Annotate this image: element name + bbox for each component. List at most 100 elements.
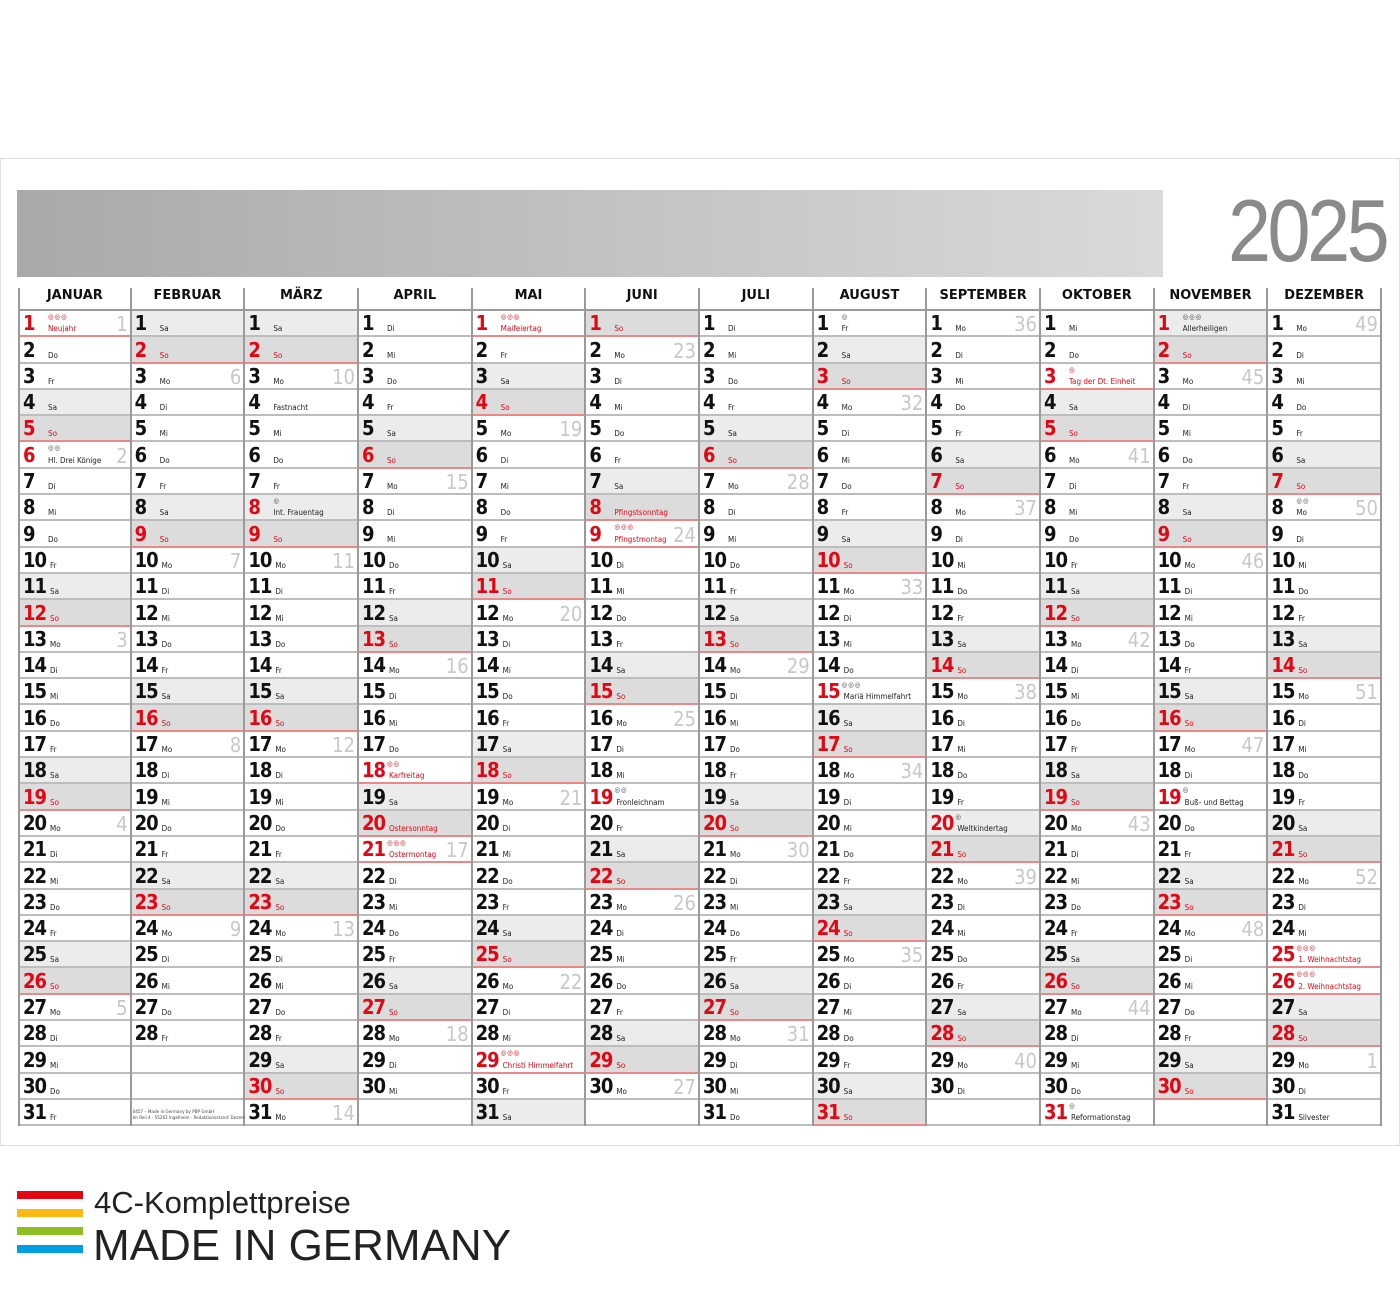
day-number: 17 <box>1043 732 1068 757</box>
holiday-region-icons: ◎◎◎ <box>48 313 68 321</box>
day-number: 5 <box>475 416 488 441</box>
weekday-label: Mo <box>616 1086 627 1096</box>
day-cell: 21 Sa <box>586 836 698 864</box>
weekday-label: So <box>616 1060 626 1070</box>
day-number: 6 <box>1271 442 1283 467</box>
day-cell: 3 Mi <box>1268 363 1380 390</box>
week-number: 52 <box>1355 864 1378 889</box>
day-cell: 1 Neujahr ◎◎◎ 1 <box>20 311 130 338</box>
weekday-label: Sa <box>1068 403 1078 413</box>
day-cell: 27 So <box>358 994 471 1022</box>
month-column: DEZEMBER 1 Mo 49 2 Di 3 Mi 4 Do 5 Fr 6 Sa 7 So 8 Mo ◎◎ 50 9 D… <box>1268 288 1382 1127</box>
weekday-label: Fr <box>500 350 508 360</box>
day-number: 4 <box>134 390 147 415</box>
day-cell: 7 Fr <box>131 468 244 496</box>
day-number: 26 <box>816 968 841 993</box>
weekday-label: So <box>843 745 853 755</box>
weekday-label: So <box>48 429 57 439</box>
month-name: FEBRUAR <box>153 288 222 303</box>
day-cell: 14 Di <box>1040 652 1153 680</box>
day-number: 14 <box>1157 653 1182 678</box>
day-cell: 25 1. Weihnachtstag ◎◎◎ <box>1268 942 1380 969</box>
day-cell: 14 So <box>927 652 1039 680</box>
weekday-label: Mo <box>843 955 855 965</box>
day-number: 7 <box>930 469 942 494</box>
weekday-label: So <box>502 587 512 597</box>
weekday-label: Sa <box>1298 823 1308 833</box>
day-cell: 22 Sa <box>1154 863 1267 890</box>
weekday-label: Do <box>614 429 625 439</box>
day-number: 13 <box>134 626 159 651</box>
day-number: 8 <box>589 495 601 520</box>
day-number: 9 <box>702 521 715 546</box>
weekday-label: Sa <box>48 403 57 413</box>
holiday-region-icons: ◎◎◎ <box>1296 970 1316 979</box>
day-number: 26 <box>475 968 500 993</box>
day-cell: 1 Sa <box>131 311 244 338</box>
week-number: 7 <box>229 548 242 573</box>
holiday-name: 1. Weihnachtstag <box>1298 955 1361 965</box>
weekday-label: So <box>1070 797 1080 807</box>
day-cell: 14 Mo 29 <box>699 652 812 680</box>
day-number: 7 <box>1271 469 1283 494</box>
day-cell: 20 Mo 4 <box>20 810 130 837</box>
weekday-label: Do <box>841 482 852 492</box>
weekday-label: Sa <box>500 376 510 386</box>
weekday-label: Mi <box>843 639 852 649</box>
weekday-label: Fr <box>500 534 508 544</box>
day-cell: 11 Fr <box>699 573 812 601</box>
day-cell: 21 So <box>927 836 1039 864</box>
day-cell: 24 Fr <box>1040 915 1153 943</box>
week-number: 40 <box>1014 1048 1037 1073</box>
day-cell: 25 Di <box>1154 942 1267 969</box>
day-number: 1 <box>589 311 601 336</box>
day-number: 5 <box>248 416 260 441</box>
day-cell: 15 Di <box>358 679 471 706</box>
day-cell: 24 Mo 9 <box>131 915 244 943</box>
day-cell: 12 Fr <box>927 600 1039 627</box>
weekday-label: So <box>727 455 737 465</box>
day-cell: 16 So <box>245 705 357 732</box>
day-cell: 21 Ostermontag ◎◎◎ 17 <box>358 836 471 864</box>
day-number: 12 <box>134 600 159 625</box>
day-number: 28 <box>134 1021 159 1046</box>
day-cell: 26 2. Weihnachtstag ◎◎◎ <box>1268 968 1380 995</box>
day-cell: 18 Sa <box>1040 758 1153 785</box>
day-cell: 11 Mo 33 <box>813 573 926 601</box>
day-cell: 9 Di <box>927 521 1039 548</box>
day-cell: 19 Mo 21 <box>472 784 585 811</box>
day-cell: 2 Fr <box>472 337 585 364</box>
weekday-label: Di <box>50 850 58 860</box>
day-cell: 31 Mo 14 <box>245 1099 357 1127</box>
week-number: 41 <box>1127 443 1151 468</box>
day-number: 4 <box>1271 390 1283 415</box>
day-cell: 3 Do <box>699 363 812 390</box>
day-number: 30 <box>248 1073 272 1098</box>
day-number: 22 <box>1157 863 1182 888</box>
weekday-label: Mo <box>957 876 968 886</box>
day-number: 14 <box>475 653 500 678</box>
day-number: 8 <box>930 495 942 520</box>
day-cell: 26 Mi <box>1154 968 1267 995</box>
day-cell: 7 Mo 28 <box>699 468 812 496</box>
year-title: 2025 <box>1228 181 1390 280</box>
day-number: 23 <box>1043 889 1068 914</box>
day-number: 26 <box>589 968 613 993</box>
week-number: 3 <box>116 627 128 652</box>
weekday-label: Di <box>50 1034 58 1044</box>
day-cell: 6 Hl. Drei Könige ◎◎ 2 <box>20 442 130 469</box>
day-number: 1 <box>134 311 147 336</box>
day-cell: 28 Di <box>1040 1021 1153 1048</box>
weekday-label: Do <box>729 745 740 755</box>
day-cell: 30 Do <box>20 1073 130 1100</box>
month-column: SEPTEMBER 1 Mo 36 2 Di 3 Mi 4 Do 5 Fr 6 Sa 7 So 8 Mo 37 9 Di… <box>927 288 1041 1127</box>
day-number: 4 <box>702 390 715 415</box>
day-cell: 22 So <box>586 863 698 890</box>
weekday-label: Sa <box>729 797 739 807</box>
day-number: 24 <box>702 916 727 941</box>
day-cell: 29 Sa <box>245 1047 357 1074</box>
logo-bar-blue <box>17 1245 83 1253</box>
day-number: 30 <box>475 1073 500 1098</box>
day-cell: 10 Mo 7 <box>131 547 244 574</box>
day-number: 6 <box>930 442 942 467</box>
